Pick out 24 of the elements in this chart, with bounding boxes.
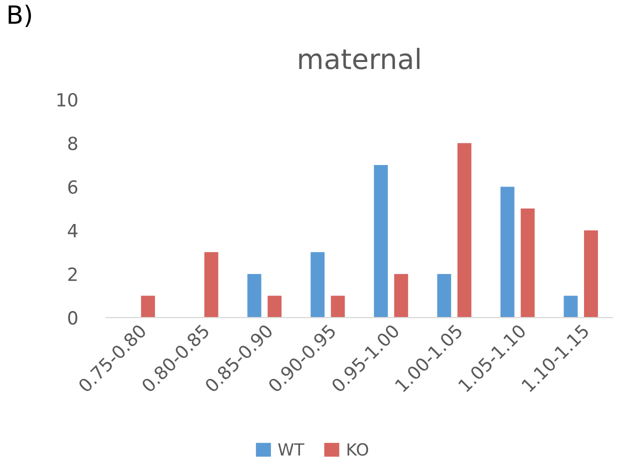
y-tick-label: 0 — [68, 311, 78, 325]
legend-label: KO — [348, 443, 368, 456]
bar — [520, 208, 535, 318]
y-tick-label: 8 — [68, 136, 78, 150]
bar — [330, 296, 345, 318]
bar — [584, 230, 598, 318]
bar — [374, 164, 388, 318]
legend-label: WT — [278, 443, 304, 456]
y-tick-label: 6 — [68, 180, 78, 194]
bar — [204, 252, 218, 318]
y-tick-label: 10 — [57, 93, 78, 107]
bar — [141, 296, 155, 318]
y-tick-label: 4 — [68, 224, 78, 238]
bar — [310, 252, 325, 318]
y-tick-label: 2 — [68, 267, 77, 281]
bar — [247, 274, 262, 318]
bar — [564, 296, 578, 318]
text: B) — [8, 4, 32, 28]
chart-title: maternal — [299, 48, 420, 70]
bar — [457, 143, 472, 318]
bar — [268, 296, 282, 318]
bar — [437, 274, 452, 318]
bar — [394, 274, 408, 318]
bar — [500, 186, 514, 318]
